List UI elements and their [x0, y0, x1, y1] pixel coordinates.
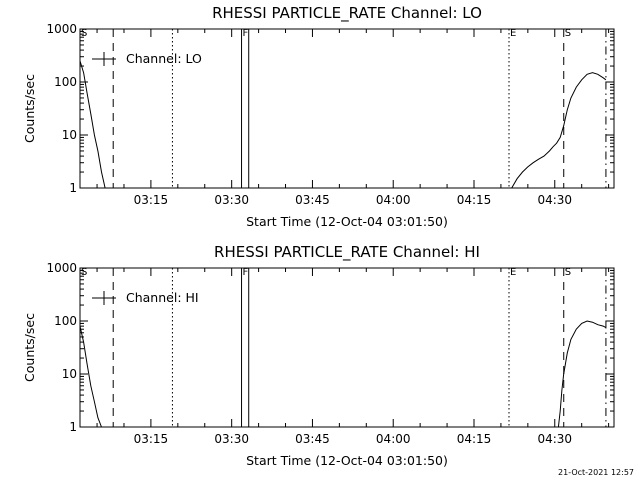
event-marker-label: S: [81, 28, 87, 39]
x-axis-label: Start Time (12-Oct-04 03:01:50): [246, 214, 448, 229]
event-marker-label: S: [565, 28, 571, 39]
event-marker-label: E: [510, 267, 516, 278]
chart-title: RHESSI PARTICLE_RATE Channel: LO: [212, 4, 482, 23]
y-tick-label: 1000: [46, 22, 77, 36]
y-tick-label: 10: [62, 128, 77, 142]
x-tick-label: 04:30: [537, 432, 572, 446]
series-line: [79, 60, 607, 189]
event-marker-label: E: [510, 28, 516, 39]
panel-lo: [79, 28, 615, 189]
x-tick-label: 03:45: [295, 193, 330, 207]
y-tick-label: 1: [69, 181, 77, 195]
footer-timestamp: 21-Oct-2021 12:57: [558, 468, 634, 477]
legend-entry: Channel: HI: [126, 290, 199, 305]
x-tick-label: 04:15: [457, 432, 492, 446]
y-axis-label: Counts/sec: [22, 74, 37, 143]
y-axis-label: Counts/sec: [22, 313, 37, 382]
x-tick-label: 04:00: [376, 432, 411, 446]
series-line: [79, 320, 607, 428]
legend-entry: Channel: LO: [126, 51, 202, 66]
y-tick-label: 10: [62, 367, 77, 381]
y-tick-label: 1000: [46, 261, 77, 275]
x-tick-label: 03:30: [214, 193, 249, 207]
event-marker-label: F: [243, 28, 249, 39]
chart-title: RHESSI PARTICLE_RATE Channel: HI: [214, 243, 480, 262]
x-axis-label: Start Time (12-Oct-04 03:01:50): [246, 453, 448, 468]
event-marker-label: F: [243, 267, 249, 278]
y-tick-label: 1: [69, 420, 77, 434]
x-tick-label: 03:15: [134, 432, 169, 446]
y-tick-label: 100: [54, 314, 77, 328]
panel-hi: [79, 267, 615, 428]
x-tick-label: 03:15: [134, 193, 169, 207]
x-tick-label: 03:45: [295, 432, 330, 446]
y-tick-label: 100: [54, 75, 77, 89]
event-marker-label: S: [565, 267, 571, 278]
x-tick-label: 03:30: [214, 432, 249, 446]
x-tick-label: 04:15: [457, 193, 492, 207]
x-tick-label: 04:30: [537, 193, 572, 207]
event-marker-label: S: [81, 267, 87, 278]
x-tick-label: 04:00: [376, 193, 411, 207]
